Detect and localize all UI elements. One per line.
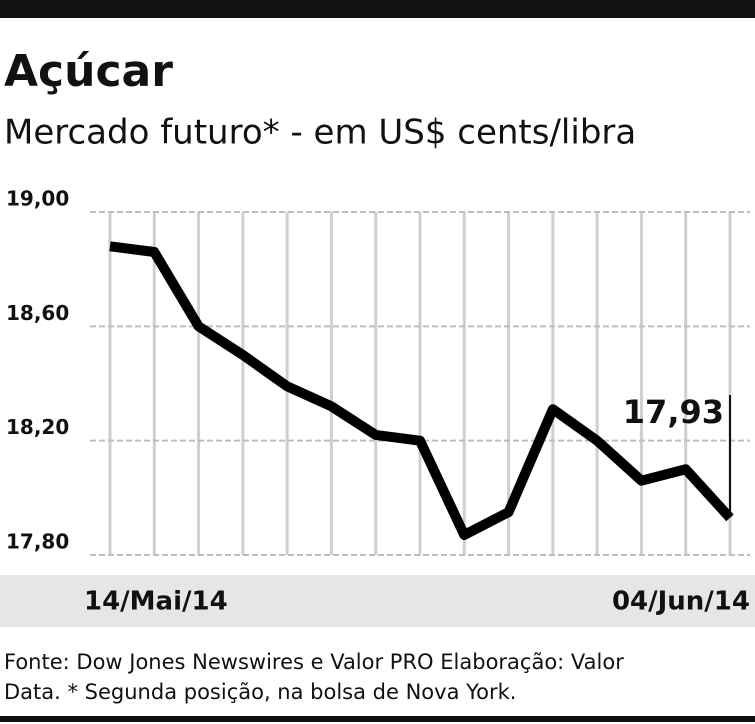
y-tick-label: 18,60: [6, 301, 69, 325]
data-line: [109, 241, 734, 540]
x-tick-label: 04/Jun/14: [612, 587, 750, 617]
plot: 17,80 18,20 18,60 19,00 14/Mai/14 04/Jun/14 17…: [6, 187, 750, 617]
top-bar: [0, 0, 755, 18]
value-label: 17,93: [623, 393, 724, 431]
y-tick-label: 17,80: [6, 530, 69, 554]
y-tick-label: 18,20: [6, 415, 69, 439]
source-note: Fonte: Dow Jones Newswires e Valor PRO E…: [4, 650, 624, 704]
bottom-bar: [0, 716, 755, 722]
chart-title: Açúcar: [4, 46, 173, 97]
x-tick-label: 14/Mai/14: [84, 587, 228, 617]
chart-subtitle: Mercado futuro* - em US$ cents/libra: [4, 113, 636, 153]
x-axis-band: [0, 575, 755, 627]
y-tick-label: 19,00: [6, 187, 69, 211]
